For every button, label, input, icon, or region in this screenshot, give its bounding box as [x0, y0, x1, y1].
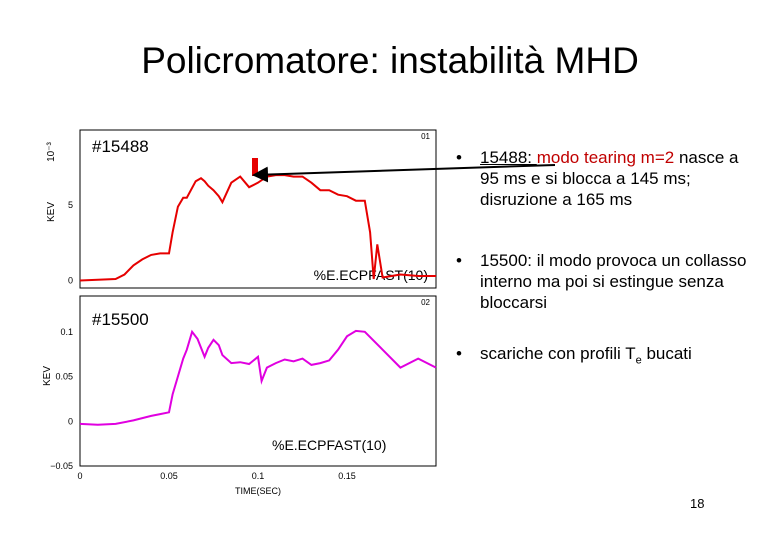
bottom-ylabel: KEV	[42, 366, 53, 386]
bottom-xtick-label: 0.1	[252, 471, 265, 481]
plot-canvas: 10⁻³ KEV 5 0 01 #15488 %E.ECPFAST(10) KE…	[40, 118, 440, 500]
bottom-shot-label: #15500	[92, 310, 149, 329]
bullet-dot-icon: •	[456, 148, 462, 167]
bullet-text: scariche con profili T	[480, 344, 636, 363]
top-y-multiplier: 10⁻³	[46, 141, 57, 161]
bullet-item: • 15500: il modo provoca un collasso int…	[456, 250, 756, 313]
top-ylabel: KEV	[46, 202, 57, 222]
bullet-dot-icon: •	[456, 251, 462, 270]
bullet-prefix: 15488:	[480, 148, 537, 167]
bottom-chart-frame	[79, 295, 437, 467]
bottom-xtick-label: 0	[77, 471, 82, 481]
bullet-list: • 15488: modo tearing m=2 nasce a 95 ms …	[456, 147, 756, 399]
bottom-xtick-label: 0.15	[338, 471, 356, 481]
bottom-ytick-label: −0.05	[50, 461, 73, 471]
bottom-xlabel: TIME(SEC)	[235, 486, 281, 496]
bottom-series-line	[79, 329, 437, 426]
top-shot-label: #15488	[92, 137, 149, 156]
top-chart-frame	[79, 129, 437, 289]
bottom-xtick-label: 0.05	[160, 471, 178, 481]
bottom-ytick-label: 0	[68, 416, 73, 426]
slide-title: Policromatore: instabilità MHD	[141, 40, 639, 81]
bottom-trace-label: %E.ECPFAST(10)	[272, 437, 386, 453]
bottom-panel-id: 02	[421, 298, 430, 307]
page-number: 18	[690, 496, 705, 511]
bullet-subscript: e	[635, 354, 642, 367]
bullet-dot-icon: •	[456, 344, 462, 363]
bottom-ytick-label: 0.1	[60, 327, 73, 337]
bullet-item: • scariche con profili Te bucati	[456, 343, 756, 371]
top-ytick-label: 0	[68, 276, 73, 286]
bottom-ytick-label: 0.05	[55, 372, 73, 382]
bullet-item: • 15488: modo tearing m=2 nasce a 95 ms …	[456, 147, 756, 210]
top-trace-label: %E.ECPFAST(10)	[314, 267, 428, 283]
bullet-text: 15500: il modo provoca un collasso inter…	[480, 251, 747, 312]
bullet-text-after: bucati	[641, 344, 692, 363]
bottom-chart: KEV 02 #15500 %E.ECPFAST(10) TIME(SEC) 0…	[42, 295, 437, 496]
top-series-line	[79, 174, 436, 282]
bullet-text: nasce a 95 ms e si blocca a 145 ms; disr…	[480, 148, 739, 209]
top-panel-id: 01	[421, 132, 430, 141]
plot-panel: 10⁻³ KEV 5 0 01 #15488 %E.ECPFAST(10) KE…	[40, 118, 440, 500]
top-ytick-label: 5	[68, 200, 73, 210]
bullet-highlight: modo tearing m=2	[536, 148, 675, 167]
